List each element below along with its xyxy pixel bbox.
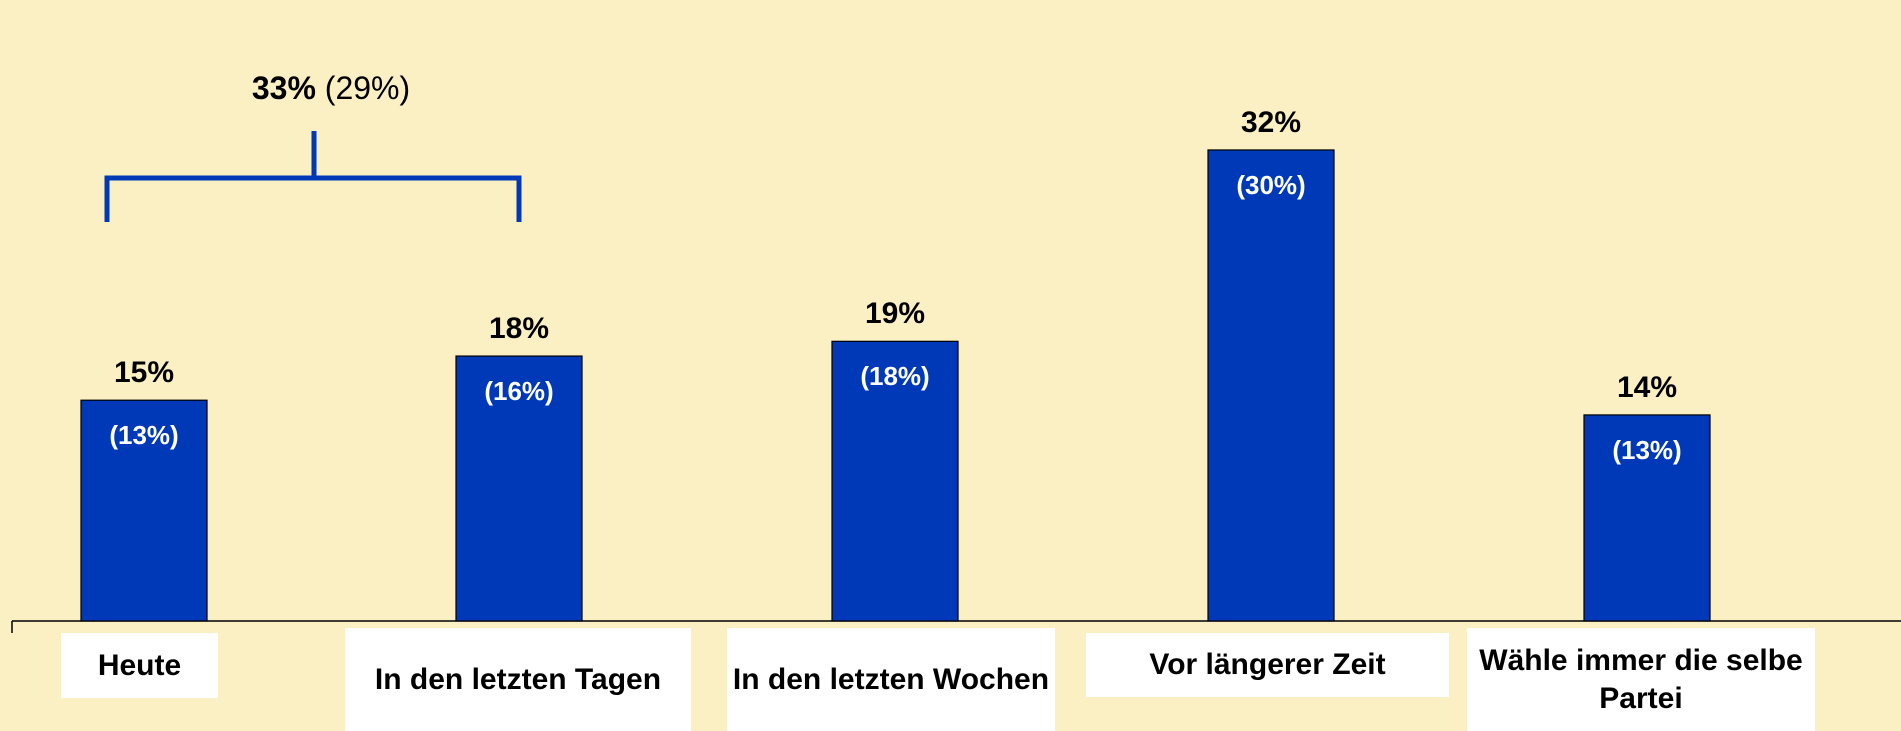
- bracket: [104, 131, 522, 222]
- category-label: Vor längerer Zeit: [1086, 633, 1449, 697]
- annotation-label: 33%: [251, 70, 316, 106]
- bar: [80, 399, 208, 622]
- value-label: 15%: [113, 356, 175, 390]
- bar: [455, 355, 583, 622]
- bar: [831, 340, 959, 622]
- value-label: 14%: [1616, 370, 1678, 404]
- annotation: 33% (29%): [252, 70, 410, 107]
- category-label: In den letzten Wochen: [727, 628, 1055, 731]
- value-label: 32%: [1240, 105, 1302, 139]
- previous-value-label: (13%): [1612, 434, 1682, 465]
- category-label: In den letzten Tagen: [345, 628, 691, 731]
- bar: [1583, 414, 1711, 622]
- annotation-previous-label: (29%): [324, 70, 411, 106]
- bar: [1207, 149, 1335, 622]
- previous-value-label: (18%): [860, 361, 930, 392]
- category-label: Heute: [61, 633, 218, 698]
- value-label: 19%: [864, 297, 926, 331]
- previous-value-label: (13%): [109, 420, 179, 451]
- previous-value-label: (16%): [484, 376, 554, 407]
- previous-value-label: (30%): [1236, 169, 1306, 200]
- category-label: Wähle immer die selbe Partei: [1467, 628, 1815, 731]
- value-label: 18%: [488, 312, 550, 346]
